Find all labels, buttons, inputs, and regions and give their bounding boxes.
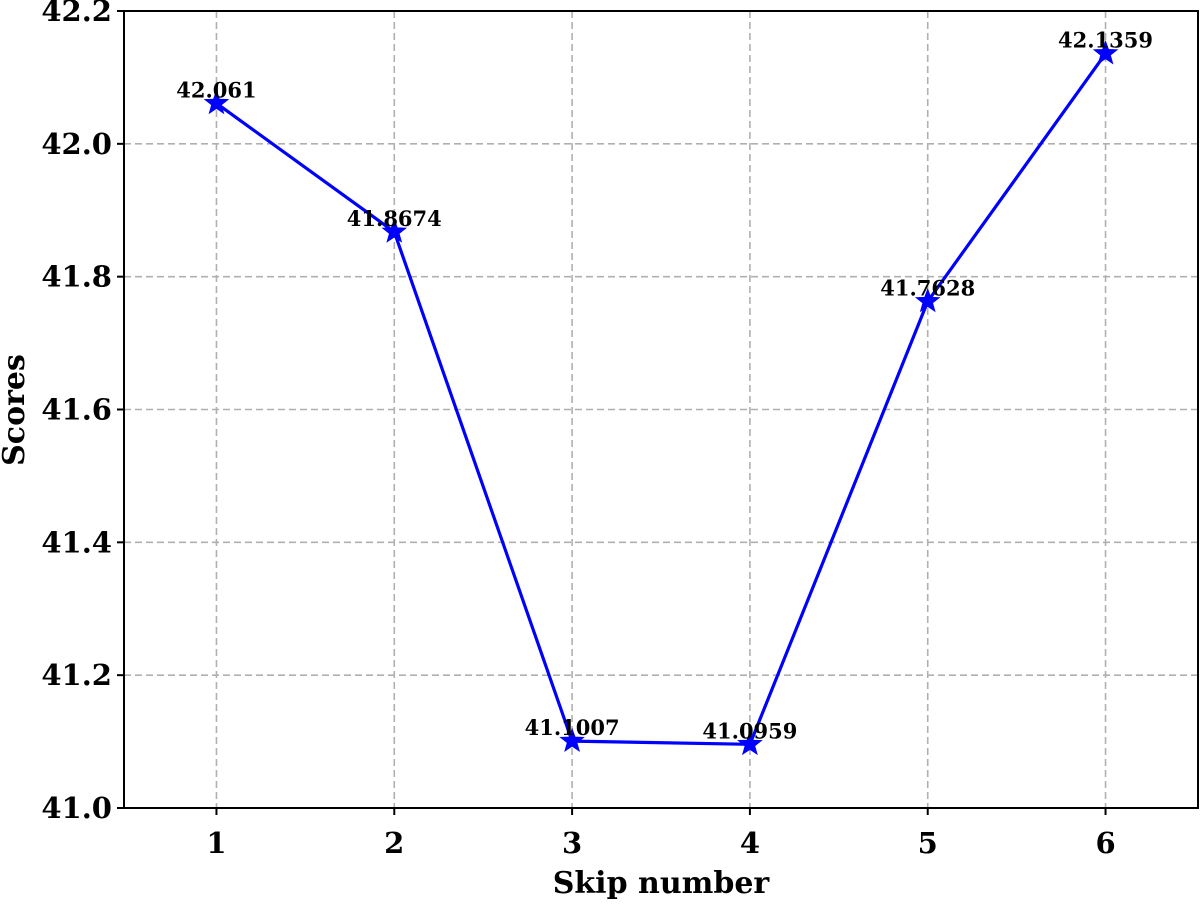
x-tick-label: 1: [206, 826, 226, 860]
data-point-marker: [1092, 40, 1119, 65]
data-point-marker: [559, 727, 585, 752]
data-value-label: 41.0959: [702, 718, 797, 743]
data-point-marker: [914, 287, 941, 313]
y-axis-ticks: 41.0 41.2 41.4 41.6 41.8 42.0 42.2: [41, 0, 124, 825]
plot-frame: [123, 10, 1199, 809]
data-value-label: 42.1359: [1058, 28, 1153, 53]
grid: [124, 10, 1198, 809]
series-layer: [203, 40, 1119, 756]
y-tick-label: 41.8: [41, 260, 112, 294]
x-tick-label: 3: [562, 826, 582, 860]
x-axis-title: Skip number: [553, 866, 771, 901]
data-value-label: 41.1007: [525, 715, 620, 740]
data-value-label: 42.061: [176, 77, 256, 102]
data-point-marker: [737, 730, 763, 756]
x-tick-label: 6: [1095, 826, 1115, 860]
series-line: [215, 52, 1107, 746]
x-tick-label: 5: [918, 826, 938, 860]
data-point-marker: [381, 218, 408, 243]
x-tick-label: 2: [384, 826, 404, 860]
y-tick-label: 41.6: [41, 393, 112, 427]
y-tick-label: 42.0: [41, 127, 112, 161]
x-axis-ticks: 1 2 3 4 5 6: [206, 808, 1116, 860]
data-point-marker: [203, 89, 230, 115]
data-value-label: 41.8674: [347, 206, 442, 231]
y-tick-label: 41.4: [41, 525, 112, 559]
y-tick-label: 42.2: [41, 0, 112, 28]
y-axis-title: Scores: [0, 354, 32, 466]
y-tick-label: 41.0: [41, 791, 112, 825]
y-tick-label: 41.2: [41, 658, 112, 692]
x-tick-label: 4: [740, 826, 760, 860]
data-labels: 42.061 41.8674 41.1007 41.0959 41.7628 42.135…: [176, 28, 1153, 744]
data-value-label: 41.7628: [880, 275, 975, 300]
